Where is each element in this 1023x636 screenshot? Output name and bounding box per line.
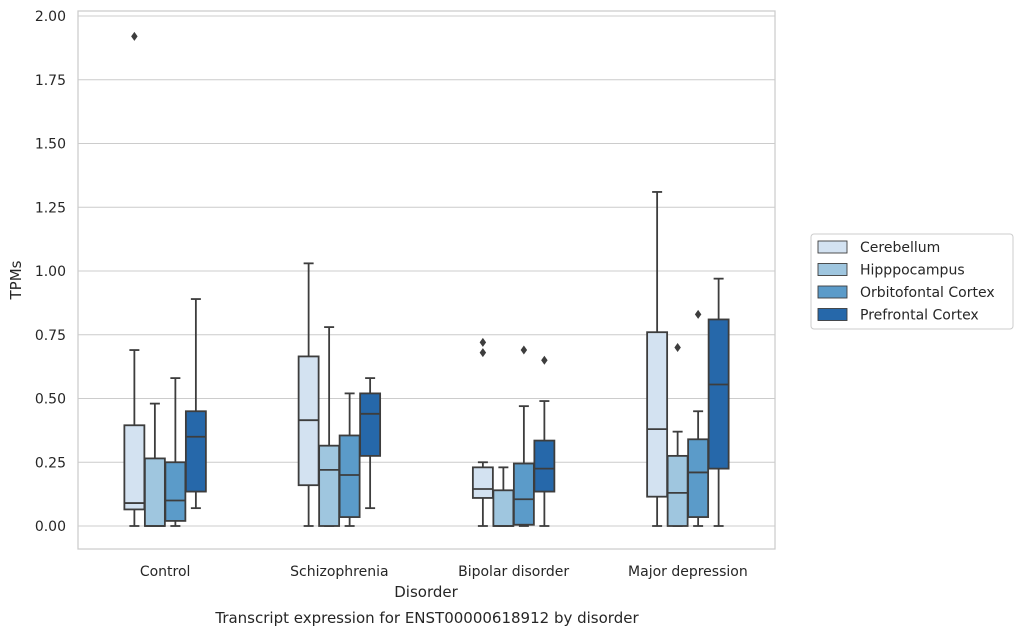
box [471,337,494,527]
legend-item: Hipppocampus [817,263,965,279]
box-body [359,392,382,457]
box-body [687,438,710,518]
y-tick-label: 0.00 [35,519,66,535]
y-tick-label: 1.00 [35,264,66,280]
outlier-point [520,345,528,355]
box [184,298,207,510]
legend-label: Prefrontal Cortex [860,308,979,324]
plot-area [123,31,730,527]
box [707,277,730,527]
x-tick-label: Control [140,564,191,580]
series-hipppocampus [143,326,689,527]
y-tick-labels: 0.00 0.25 0.50 0.75 1.00 1.25 1.50 1.75 2.00 [35,9,66,535]
box-body [164,461,187,522]
legend-item: Orbitofontal Cortex [817,285,995,301]
box-body [123,424,146,511]
y-tick-label: 1.50 [35,137,66,153]
box [318,326,341,527]
box-body [492,489,515,527]
legend-label: Orbitofontal Cortex [860,285,995,301]
box [512,345,535,527]
box-body [184,410,207,493]
box [492,466,515,527]
x-axis-label: Disorder [394,583,458,601]
y-tick-label: 2.00 [35,9,66,25]
legend-label: Hipppocampus [860,263,965,279]
outlier-point [131,31,138,41]
box [687,309,710,527]
box [297,262,320,527]
legend-item: Prefrontal Cortex [817,308,979,324]
legend-swatch [817,285,848,299]
x-tick-label: Schizophrenia [290,564,388,580]
box [646,191,669,527]
legend-item: Cerebellum [817,240,940,256]
y-tick-label: 0.75 [35,328,66,344]
box [359,377,382,510]
y-tick-label: 1.25 [35,200,66,216]
box [666,343,689,527]
axes-frame [77,10,776,550]
box-body [512,462,535,526]
legend-label: Cerebellum [860,240,940,256]
x-tick-label: Major depression [628,564,748,580]
box [143,402,166,527]
y-tick-label: 0.25 [35,455,66,471]
chart-caption: Transcript expression for ENST0000061891… [214,609,639,627]
box-body [646,331,669,498]
box-body [338,434,361,518]
legend-swatch [817,263,848,276]
y-tick-label: 1.75 [35,73,66,89]
legend: Cerebellum Hipppocampus Orbitofontal Corte… [810,233,1014,330]
outlier-point [479,348,487,358]
legend-swatch [817,240,848,254]
box [533,355,556,527]
series-prefrontal-cortex [184,277,730,527]
box-body [143,457,166,527]
outlier-point [479,337,487,347]
y-axis-label: TPMs [7,260,25,300]
box [123,31,146,527]
grid-lines [78,15,775,527]
box-body [471,466,494,499]
outlier-point [541,355,548,365]
box [338,392,361,527]
outlier-point [674,343,681,352]
box-body [533,439,556,493]
box-body [318,444,341,527]
series-orbitofontal-cortex [164,309,710,527]
y-tick-label: 0.50 [35,392,66,408]
x-tick-label: Bipolar disorder [458,564,569,580]
box [164,377,187,527]
legend-swatch [817,308,848,321]
x-tick-labels: Control Schizophrenia Bipolar disorder Majo… [140,564,748,580]
box-body [707,318,730,470]
box-body [666,454,689,527]
outlier-point [694,309,702,319]
series-cerebellum [123,31,669,527]
legend-frame [810,233,1014,330]
